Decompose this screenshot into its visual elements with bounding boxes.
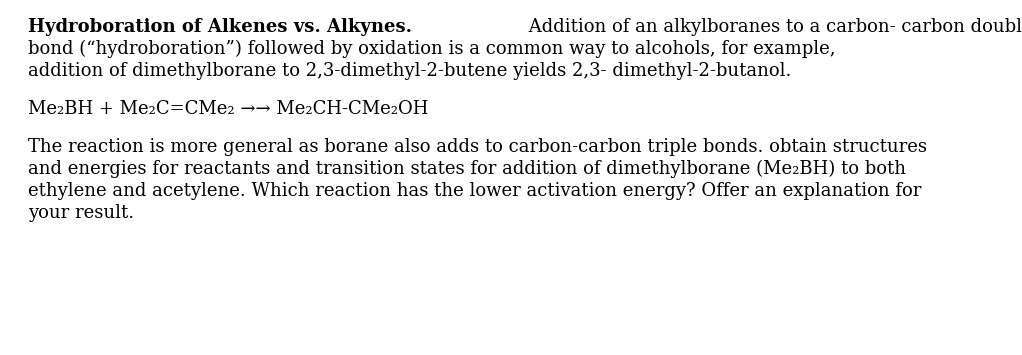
Text: bond (“hydroboration”) followed by oxidation is a common way to alcohols, for ex: bond (“hydroboration”) followed by oxida… (28, 40, 836, 58)
Text: addition of dimethylborane to 2,3-dimethyl-2-butene yields 2,3- dimethyl-2-butan: addition of dimethylborane to 2,3-dimeth… (28, 62, 791, 80)
Text: The reaction is more general as borane also adds to carbon-carbon triple bonds. : The reaction is more general as borane a… (28, 138, 927, 156)
Text: and energies for reactants and transition states for addition of dimethylborane : and energies for reactants and transitio… (28, 160, 905, 178)
Text: Addition of an alkylboranes to a carbon- carbon double: Addition of an alkylboranes to a carbon-… (523, 18, 1022, 36)
Text: Hydroboration of Alkenes vs. Alkynes.: Hydroboration of Alkenes vs. Alkynes. (28, 18, 412, 36)
Text: Me₂BH + Me₂C=CMe₂ →→ Me₂CH-CMe₂OH: Me₂BH + Me₂C=CMe₂ →→ Me₂CH-CMe₂OH (28, 100, 428, 118)
Text: your result.: your result. (28, 204, 134, 222)
Text: ethylene and acetylene. Which reaction has the lower activation energy? Offer an: ethylene and acetylene. Which reaction h… (28, 182, 922, 200)
